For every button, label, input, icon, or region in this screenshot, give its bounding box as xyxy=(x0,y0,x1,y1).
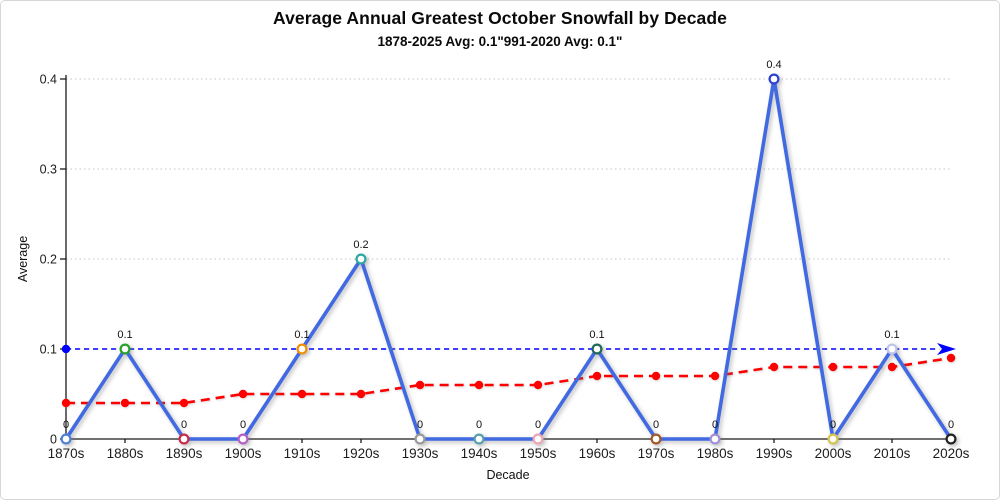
data-point-1950s xyxy=(532,433,544,445)
reference-line-start-dot xyxy=(61,344,71,354)
data-point-1980s xyxy=(709,433,721,445)
reference-line-arrowhead xyxy=(937,343,956,355)
data-labels: 0 0.1 0 0 0.1 0.2 0 0 0 0.1 0 0 0.4 0 0.1 0 xyxy=(63,59,954,431)
data-point-label: 0 xyxy=(712,419,718,431)
data-point-1900s xyxy=(237,433,249,445)
trend-point xyxy=(297,389,307,399)
x-tick-label: 1950s xyxy=(520,446,557,461)
x-tick-label: 1930s xyxy=(402,446,439,461)
trend-point xyxy=(356,389,366,399)
data-point-1990s xyxy=(768,73,780,85)
chart-title: Average Annual Greatest October Snowfall… xyxy=(273,8,727,28)
x-tick-label: 1970s xyxy=(638,446,675,461)
y-tick-label: 0.1 xyxy=(40,343,57,357)
main-series xyxy=(60,73,957,445)
data-point-1890s xyxy=(178,433,190,445)
data-point-2010s xyxy=(886,343,898,355)
data-point-label: 0.1 xyxy=(589,329,604,341)
reference-average-line xyxy=(61,343,956,355)
data-point-label: 0 xyxy=(476,419,482,431)
data-point-label: 0.4 xyxy=(766,59,781,71)
x-tick-label: 1890s xyxy=(166,446,203,461)
data-point-label: 0.1 xyxy=(294,329,309,341)
x-tick-label: 1990s xyxy=(756,446,793,461)
data-point-1960s xyxy=(591,343,603,355)
data-point-label: 0 xyxy=(830,419,836,431)
data-point-label: 0.1 xyxy=(117,329,132,341)
x-tick-label: 1920s xyxy=(343,446,380,461)
y-tick-label: 0.3 xyxy=(40,163,57,177)
data-point-label: 0 xyxy=(948,419,954,431)
x-axis-title: Decade xyxy=(486,468,529,482)
chart-subtitle: 1878-2025 Avg: 0.1"991-2020 Avg: 0.1" xyxy=(377,34,623,49)
data-point-label: 0.1 xyxy=(884,329,899,341)
trend-point xyxy=(769,362,779,372)
x-tick-label: 1880s xyxy=(107,446,144,461)
data-point-label: 0 xyxy=(653,419,659,431)
y-tick-label: 0.2 xyxy=(40,253,57,267)
trend-point xyxy=(61,398,71,408)
x-tick-label: 2000s xyxy=(815,446,852,461)
x-tick-label: 2020s xyxy=(933,446,970,461)
main-series-line xyxy=(64,77,953,441)
data-point-label: 0 xyxy=(181,419,187,431)
x-tick-label: 1870s xyxy=(48,446,85,461)
x-tick-label: 2010s xyxy=(874,446,911,461)
data-point-1920s xyxy=(355,253,367,265)
data-point-2000s xyxy=(827,433,839,445)
data-point-1940s xyxy=(473,433,485,445)
y-tick-label: 0.4 xyxy=(40,73,57,87)
trend-series xyxy=(61,353,956,408)
data-point-label: 0 xyxy=(417,419,423,431)
trend-point xyxy=(120,398,130,408)
data-point-1880s xyxy=(119,343,131,355)
trend-line xyxy=(66,356,952,405)
trend-point xyxy=(828,362,838,372)
x-tick-label: 1980s xyxy=(697,446,734,461)
data-point-1870s xyxy=(60,433,72,445)
trend-point xyxy=(415,380,425,390)
y-axis-title: Average xyxy=(16,236,30,282)
x-tick-label: 1900s xyxy=(225,446,262,461)
axes: 0 0.1 0.2 0.3 0.4 1870s 1880s 1890s 1900s 1910s 19… xyxy=(40,73,970,462)
data-point-1910s xyxy=(296,343,308,355)
gridlines xyxy=(66,78,951,350)
trend-point xyxy=(887,362,897,372)
x-tick-label: 1940s xyxy=(461,446,498,461)
data-point-label: 0 xyxy=(63,419,69,431)
trend-point xyxy=(533,380,543,390)
x-tick-label: 1960s xyxy=(579,446,616,461)
trend-point xyxy=(710,371,720,381)
trend-point xyxy=(651,371,661,381)
trend-point xyxy=(474,380,484,390)
trend-point xyxy=(592,371,602,381)
trend-point xyxy=(238,389,248,399)
trend-point xyxy=(946,353,956,363)
y-tick-label: 0 xyxy=(50,433,57,447)
data-point-label: 0 xyxy=(240,419,246,431)
x-tick-label: 1910s xyxy=(284,446,321,461)
trend-point xyxy=(179,398,189,408)
data-point-label: 0 xyxy=(535,419,541,431)
data-point-1930s xyxy=(414,433,426,445)
data-point-2020s xyxy=(945,433,957,445)
data-point-label: 0.2 xyxy=(353,239,368,251)
data-point-1970s xyxy=(650,433,662,445)
